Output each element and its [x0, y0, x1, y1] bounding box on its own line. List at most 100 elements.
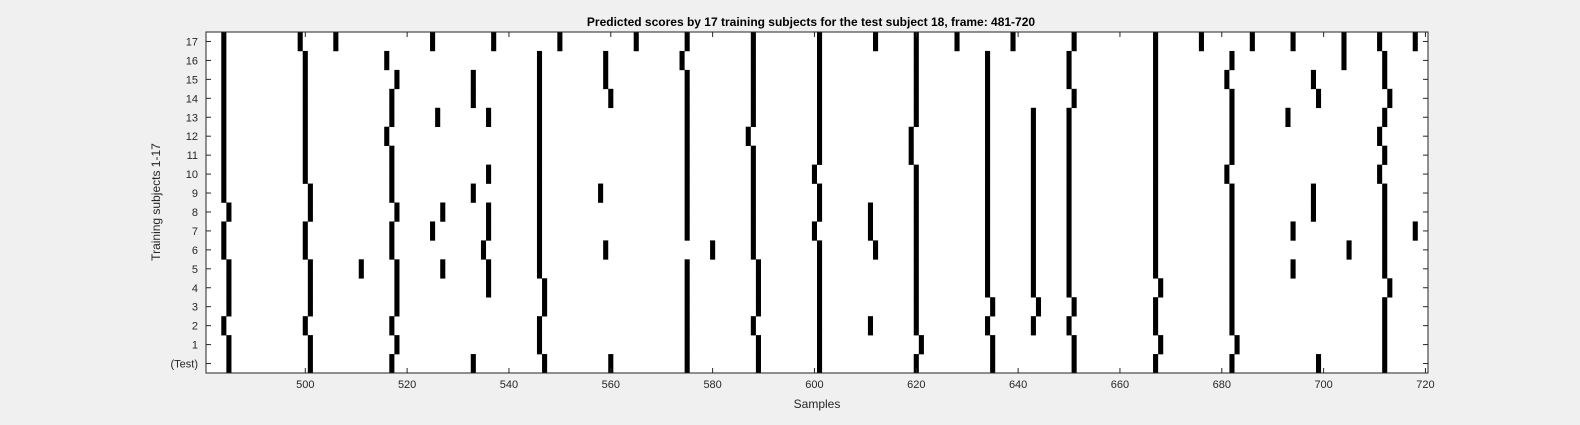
score-mark: [1071, 32, 1077, 52]
score-mark: [302, 164, 308, 184]
score-mark: [1035, 297, 1042, 317]
score-mark: [817, 107, 823, 128]
x-tick-label: 660: [1111, 379, 1129, 391]
score-mark: [440, 202, 446, 222]
score-mark: [913, 221, 919, 241]
score-mark: [1229, 107, 1235, 128]
score-mark: [684, 354, 690, 374]
score-mark: [1066, 126, 1072, 146]
score-mark: [608, 354, 614, 374]
score-mark: [1066, 183, 1072, 203]
score-mark: [221, 221, 227, 241]
score-mark: [684, 335, 690, 355]
score-mark: [990, 354, 996, 374]
score-mark: [1234, 335, 1240, 355]
score-mark: [1153, 297, 1159, 317]
score-mark: [221, 126, 227, 146]
y-tick-label: 11: [187, 150, 198, 162]
score-mark: [1382, 335, 1388, 355]
score-mark: [817, 297, 823, 317]
score-mark: [302, 126, 308, 146]
y-tick-label: 6: [192, 245, 198, 257]
score-mark: [1030, 126, 1036, 146]
score-mark: [913, 164, 919, 184]
score-mark: [221, 32, 227, 52]
score-mark: [750, 32, 756, 52]
score-mark: [608, 88, 614, 109]
score-mark: [684, 297, 690, 317]
score-mark: [684, 316, 690, 336]
score-mark: [491, 32, 497, 52]
score-mark: [603, 69, 609, 90]
score-mark: [394, 202, 400, 222]
score-mark: [307, 202, 313, 222]
score-mark: [1229, 145, 1235, 165]
score-mark: [985, 278, 991, 298]
score-mark: [221, 164, 227, 184]
score-mark: [394, 335, 400, 355]
score-mark: [542, 278, 548, 298]
score-mark: [384, 50, 390, 71]
score-mark: [333, 32, 339, 52]
score-mark: [221, 316, 227, 336]
score-mark: [1066, 145, 1072, 165]
score-mark: [226, 354, 232, 374]
score-mark: [1153, 202, 1159, 222]
score-mark: [1224, 164, 1230, 184]
score-mark: [817, 50, 823, 71]
score-mark: [302, 316, 308, 336]
score-mark: [750, 316, 756, 336]
score-mark: [1030, 316, 1036, 336]
score-mark: [913, 297, 919, 317]
y-tick-label: 13: [186, 112, 198, 124]
score-mark: [1066, 316, 1072, 336]
score-mark: [985, 107, 991, 128]
score-mark: [684, 32, 690, 52]
score-mark: [389, 354, 395, 374]
score-mark: [1229, 50, 1235, 71]
score-mark: [480, 240, 487, 260]
score-mark: [302, 50, 308, 71]
score-mark: [1153, 107, 1159, 128]
score-mark: [536, 202, 543, 222]
score-mark: [1387, 278, 1393, 298]
score-mark: [1071, 335, 1077, 355]
score-mark: [1290, 32, 1296, 52]
y-tick-label: 12: [186, 131, 198, 143]
score-mark: [389, 88, 395, 109]
x-tick-label: 540: [500, 379, 518, 391]
score-mark: [1071, 354, 1077, 374]
score-mark: [710, 240, 716, 260]
score-mark: [302, 69, 308, 90]
score-mark: [817, 316, 823, 336]
score-mark: [226, 297, 232, 317]
score-mark: [430, 32, 436, 52]
score-mark: [1071, 297, 1077, 317]
score-mark: [389, 221, 395, 241]
score-mark: [913, 278, 919, 298]
score-mark: [302, 88, 308, 109]
score-mark: [226, 278, 232, 298]
score-mark: [1153, 240, 1159, 260]
score-mark: [302, 240, 308, 260]
score-mark: [1382, 240, 1388, 260]
score-mark: [1153, 164, 1159, 184]
score-mark: [1030, 183, 1036, 203]
score-mark: [307, 259, 313, 279]
score-mark: [226, 259, 232, 279]
score-mark: [817, 126, 823, 146]
score-mark: [302, 221, 308, 241]
score-mark: [817, 278, 823, 298]
y-tick-label: 10: [186, 169, 198, 181]
score-mark: [536, 221, 543, 241]
score-mark: [358, 259, 364, 279]
score-mark: [913, 69, 919, 90]
score-mark: [536, 88, 543, 109]
score-mark: [1412, 32, 1418, 52]
score-mark: [867, 221, 874, 241]
score-mark: [1153, 50, 1159, 71]
score-mark: [1229, 354, 1235, 374]
score-mark: [1030, 240, 1036, 260]
score-mark: [990, 297, 996, 317]
score-mark: [389, 240, 395, 260]
